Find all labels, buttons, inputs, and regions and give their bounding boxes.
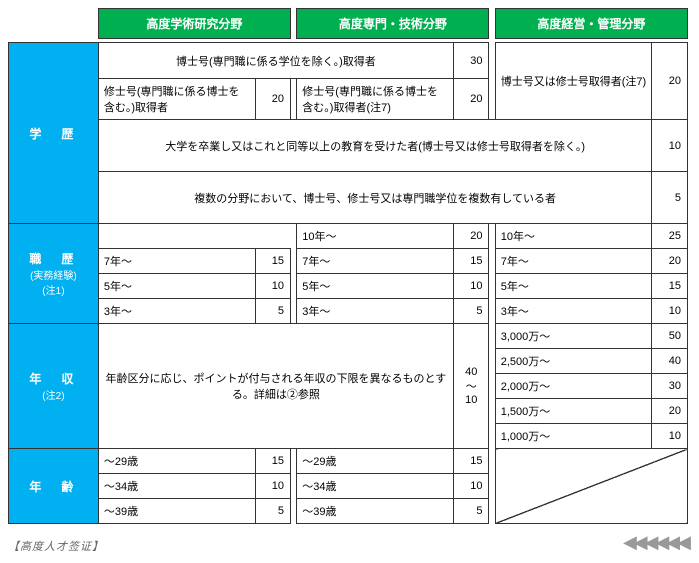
- header-col1: 高度学術研究分野: [98, 9, 290, 39]
- edu-master-b-pts: 20: [453, 79, 489, 120]
- header-col3: 高度経営・管理分野: [495, 9, 687, 39]
- income-1500: 1,500万～: [495, 399, 652, 424]
- income-2500: 2,500万～: [495, 349, 652, 374]
- edu-master-b: 修士号(専門職に係る博士を含む。)取得者(注7): [297, 79, 454, 120]
- header-col2: 高度専門・技術分野: [297, 9, 489, 39]
- edu-master-a: 修士号(専門職に係る博士を含む。)取得者: [98, 79, 255, 120]
- work-b-10y-pts: 20: [453, 224, 489, 249]
- income-2000-pts: 30: [652, 374, 688, 399]
- income-3000-pts: 50: [652, 324, 688, 349]
- nav-arrows-icon[interactable]: ◀◀◀◀◀◀: [623, 532, 688, 553]
- income-range: 40 ～ 10: [453, 324, 489, 449]
- income-3000: 3,000万～: [495, 324, 652, 349]
- edu-bachelor-pts: 10: [652, 120, 688, 172]
- age-b-39: ～39歳: [297, 499, 454, 524]
- work-c-10y-pts: 25: [652, 224, 688, 249]
- work-b-5y: 5年～: [297, 274, 454, 299]
- age-b-29-pts: 15: [453, 449, 489, 474]
- caption: 【高度人才签证】: [8, 538, 104, 554]
- age-b-34-pts: 10: [453, 474, 489, 499]
- income-1000-pts: 10: [652, 424, 688, 449]
- age-a-39: ～39歳: [98, 499, 255, 524]
- work-a-5y: 5年～: [98, 274, 255, 299]
- work-a-7y-pts: 15: [255, 249, 291, 274]
- edu-multiple-pts: 5: [652, 172, 688, 224]
- income-2000: 2,000万～: [495, 374, 652, 399]
- income-1500-pts: 20: [652, 399, 688, 424]
- age-b-34: ～34歳: [297, 474, 454, 499]
- work-b-10y: 10年～: [297, 224, 454, 249]
- label-work: 職 歴 (実務経験) (注1): [9, 224, 99, 324]
- edu-master-a-pts: 20: [255, 79, 291, 120]
- age-a-29: ～29歳: [98, 449, 255, 474]
- edu-doc-or-master: 博士号又は修士号取得者(注7): [495, 43, 652, 120]
- work-a-7y: 7年～: [98, 249, 255, 274]
- income-1000: 1,000万～: [495, 424, 652, 449]
- work-a-3y: 3年～: [98, 299, 255, 324]
- work-c-5y-pts: 15: [652, 274, 688, 299]
- work-c-7y: 7年～: [495, 249, 652, 274]
- edu-multiple: 複数の分野において、博士号、修士号又は専門職学位を複数有している者: [98, 172, 652, 224]
- footer: 【高度人才签证】 ◀◀◀◀◀◀: [8, 530, 688, 554]
- label-income: 年 収 (注2): [9, 324, 99, 449]
- work-c-7y-pts: 20: [652, 249, 688, 274]
- work-c-5y: 5年～: [495, 274, 652, 299]
- edu-doctorate-pts: 30: [453, 43, 489, 79]
- work-b-7y: 7年～: [297, 249, 454, 274]
- edu-doc-or-master-pts: 20: [652, 43, 688, 120]
- age-a-39-pts: 5: [255, 499, 291, 524]
- work-a-3y-pts: 5: [255, 299, 291, 324]
- work-b-7y-pts: 15: [453, 249, 489, 274]
- work-c-10y: 10年～: [495, 224, 652, 249]
- points-table-wrapper: 高度学術研究分野 高度専門・技術分野 高度経営・管理分野 学 歴 博士号(専門職…: [8, 8, 688, 524]
- age-c-na: [495, 449, 687, 524]
- label-edu: 学 歴: [9, 43, 99, 224]
- work-a-5y-pts: 10: [255, 274, 291, 299]
- age-a-34-pts: 10: [255, 474, 291, 499]
- age-b-39-pts: 5: [453, 499, 489, 524]
- work-b-3y-pts: 5: [453, 299, 489, 324]
- points-table: 高度学術研究分野 高度専門・技術分野 高度経営・管理分野 学 歴 博士号(専門職…: [8, 8, 688, 524]
- income-note: 年齢区分に応じ、ポイントが付与される年収の下限を異なるものとする。詳細は②参照: [98, 324, 453, 449]
- label-age: 年 齢: [9, 449, 99, 524]
- age-b-29: ～29歳: [297, 449, 454, 474]
- work-c-3y: 3年～: [495, 299, 652, 324]
- work-c-3y-pts: 10: [652, 299, 688, 324]
- edu-doctorate: 博士号(専門職に係る学位を除く。)取得者: [98, 43, 453, 79]
- work-b-5y-pts: 10: [453, 274, 489, 299]
- work-b-3y: 3年～: [297, 299, 454, 324]
- income-2500-pts: 40: [652, 349, 688, 374]
- edu-bachelor: 大学を卒業し又はこれと同等以上の教育を受けた者(博士号又は修士号取得者を除く。): [98, 120, 652, 172]
- age-a-29-pts: 15: [255, 449, 291, 474]
- age-a-34: ～34歳: [98, 474, 255, 499]
